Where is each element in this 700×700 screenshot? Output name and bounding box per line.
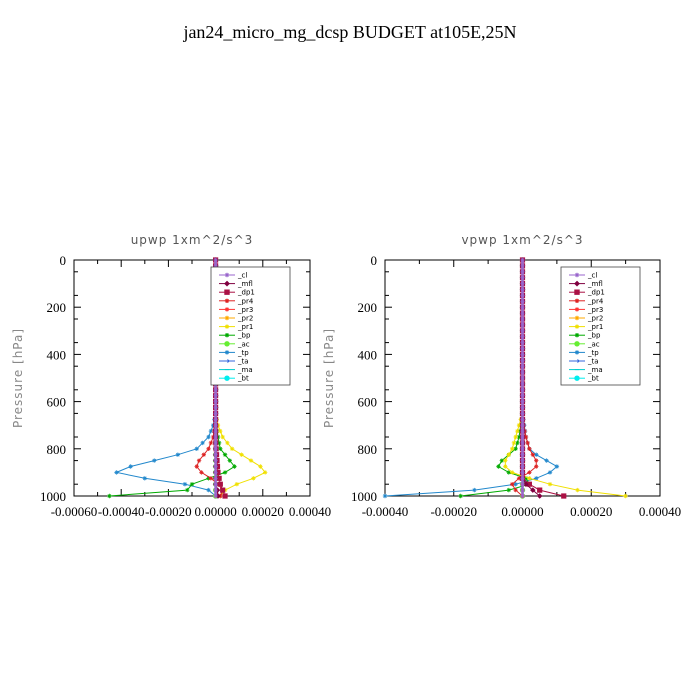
series-line-bp xyxy=(460,260,531,497)
legend-swatch-marker xyxy=(224,272,230,278)
x-tick-label: 0.00000 xyxy=(194,504,236,519)
legend-swatch-marker xyxy=(574,315,580,321)
legend-label: _pr1 xyxy=(587,323,603,331)
legend-label: _cl xyxy=(587,272,597,280)
y-tick-label: 600 xyxy=(47,395,67,410)
panel-1: upwp 1xm^2/s^3 Pressure [hPa] 0 200 400 600 80… xyxy=(11,233,331,519)
legend-label: _dp1 xyxy=(237,289,255,297)
legend-label: _ta xyxy=(237,358,249,366)
panel-title: upwp 1xm^2/s^3 xyxy=(131,233,254,247)
legend-swatch-marker xyxy=(224,333,230,338)
legend-label: _pr1 xyxy=(237,323,253,331)
series-markers-tp xyxy=(114,257,218,499)
legend-swatch-marker xyxy=(574,272,580,278)
x-tick-label: -0.00020 xyxy=(145,504,192,519)
y-tick-label: 0 xyxy=(371,253,378,268)
legend-box xyxy=(210,266,291,386)
legend-swatch-marker xyxy=(574,280,580,287)
y-tick-label: 1000 xyxy=(351,489,377,504)
x-tick-label: 0.00000 xyxy=(501,504,543,519)
x-tick-label: 0.00040 xyxy=(639,504,681,519)
legend-label: _bt xyxy=(587,375,599,383)
legend-swatch-marker xyxy=(574,341,580,347)
series-line-tp xyxy=(384,260,558,497)
legend-label: _ma xyxy=(587,366,603,374)
x-tick-label: -0.00040 xyxy=(362,504,409,519)
legend-label: _ac xyxy=(587,340,600,348)
legend-label: _tp xyxy=(587,349,599,357)
panel-2: vpwp 1xm^2/s^3 Pressure [hPa] 0 200 400 600 80… xyxy=(322,233,681,519)
legend: _cl_mfl_dp1_pr4_pr3_pr2_pr1_bp_ac_tp_ta_… xyxy=(560,266,641,386)
legend-label: _pr3 xyxy=(237,306,253,314)
y-tick-label: 800 xyxy=(47,442,67,457)
x-tick-label: 0.00020 xyxy=(570,504,612,519)
x-tick-label: 0.00040 xyxy=(289,504,331,519)
legend-label: _dp1 xyxy=(587,289,605,297)
legend-label: _tp xyxy=(237,349,249,357)
legend-label: _mfl xyxy=(587,280,603,288)
figure-title: jan24_micro_mg_dcsp BUDGET at105E,25N xyxy=(183,22,517,42)
legend-swatch-marker xyxy=(574,333,580,338)
legend-label: _ta xyxy=(587,358,599,366)
y-tick-label: 600 xyxy=(358,395,378,410)
y-axis-label: Pressure [hPa] xyxy=(11,328,25,428)
legend-swatch-marker xyxy=(224,307,230,312)
legend-label: _ma xyxy=(237,366,253,374)
x-tick-label: -0.00060 xyxy=(51,504,98,519)
series-line-dp1 xyxy=(522,260,564,497)
legend-swatch-marker xyxy=(224,324,230,329)
x-tick-label: 0.00020 xyxy=(242,504,284,519)
legend-label: _cl xyxy=(237,272,247,280)
legend-label: _pr2 xyxy=(237,315,253,323)
legend: _cl_mfl_dp1_pr4_pr3_pr2_pr1_bp_ac_tp_ta_… xyxy=(210,266,291,386)
series-markers-cl xyxy=(520,257,525,499)
legend-label: _pr3 xyxy=(587,306,603,314)
legend-swatch-marker xyxy=(224,359,230,363)
y-tick-label: 400 xyxy=(358,347,378,362)
y-tick-label: 200 xyxy=(358,300,378,315)
y-tick-label: 400 xyxy=(47,347,67,362)
series-markers-tp xyxy=(382,257,560,499)
legend-label: _bp xyxy=(587,332,601,340)
legend-swatch-marker xyxy=(574,298,580,303)
legend-swatch-marker xyxy=(224,315,230,321)
legend-swatch-marker xyxy=(574,359,580,363)
legend-swatch-marker xyxy=(574,350,580,355)
legend-label: _bp xyxy=(237,332,251,340)
legend-label: _bt xyxy=(237,375,249,383)
legend-swatch-marker xyxy=(224,350,230,355)
legend-swatch-marker xyxy=(574,307,580,312)
legend-label: _pr2 xyxy=(587,315,603,323)
legend-swatch-marker xyxy=(224,375,230,381)
legend-label: _pr4 xyxy=(237,297,254,305)
legend-swatch-marker xyxy=(574,324,580,329)
y-tick-label: 800 xyxy=(358,442,378,457)
legend-box xyxy=(560,266,641,386)
y-axis-label: Pressure [hPa] xyxy=(322,328,336,428)
x-tick-label: -0.00040 xyxy=(98,504,145,519)
legend-label: _mfl xyxy=(237,280,253,288)
y-tick-label: 1000 xyxy=(40,489,66,504)
y-tick-label: 0 xyxy=(60,253,67,268)
legend-swatch-marker xyxy=(224,289,230,295)
legend-swatch-marker xyxy=(574,375,580,381)
y-tick-label: 200 xyxy=(47,300,67,315)
legend-swatch-marker xyxy=(574,289,580,295)
legend-swatch-marker xyxy=(224,341,230,347)
legend-swatch-marker xyxy=(224,298,230,303)
x-tick-label: -0.00020 xyxy=(430,504,477,519)
legend-swatch-marker xyxy=(224,280,230,287)
legend-label: _ac xyxy=(237,340,250,348)
panel-title: vpwp 1xm^2/s^3 xyxy=(461,233,583,247)
series-markers-dp1 xyxy=(519,257,567,499)
legend-label: _pr4 xyxy=(587,297,604,305)
